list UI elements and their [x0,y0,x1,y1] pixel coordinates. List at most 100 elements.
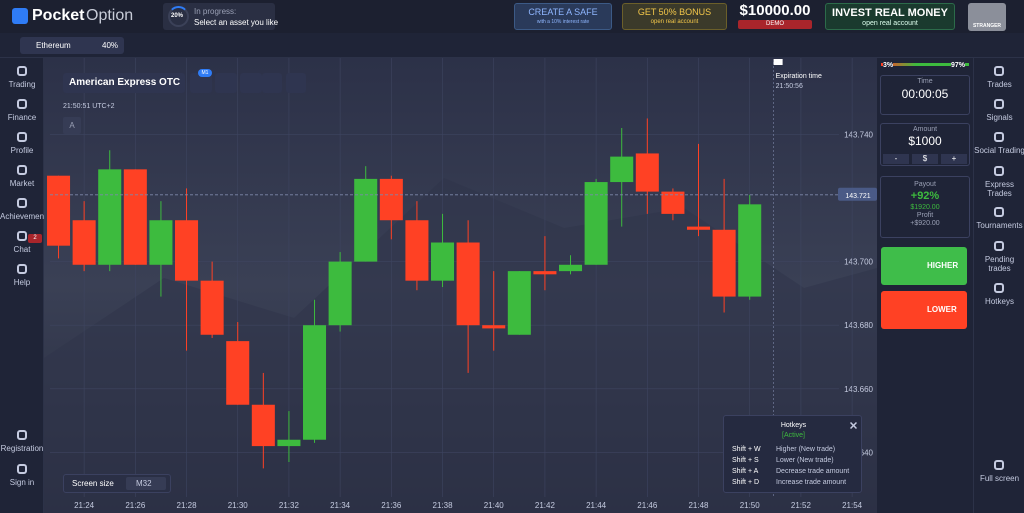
nav-item[interactable]: Help [13,278,31,287]
layout-button[interactable] [286,73,306,93]
candle-body [175,220,199,281]
asset-select[interactable]: American Express OTC [63,73,185,93]
header: Pocket Option 20% In progress: Select an… [0,0,1024,33]
invest-button[interactable]: INVEST REAL MONEY open real account [825,3,955,30]
minus-button[interactable]: - [883,154,909,164]
asset-tab[interactable]: Ethereum 40% [20,37,124,54]
candle-body [456,242,480,326]
tab-bar: Ethereum 40% [0,33,1024,58]
x-tick-label: 21:30 [228,501,249,510]
higher-button[interactable]: HIGHER [881,247,967,285]
tab-asset: Ethereum [36,41,71,50]
nav-item[interactable]: Pending trades [984,255,1015,273]
nav-icon [17,132,27,142]
nav-item[interactable]: Tournaments [976,221,1023,230]
timeframe: M1 [198,69,212,77]
nav-item[interactable]: Signals [986,113,1013,122]
y-tick-label: 143.680 [844,321,873,330]
progress-percent: 20% [171,13,184,19]
logo-icon [12,8,28,24]
expiration-time: 21:50:56 [776,83,803,90]
left-nav: Trading Finance Profile Market Achievements C… [0,58,51,513]
hotkey-key: Shift + S [732,457,759,464]
expiration-flag [773,59,783,65]
more-button[interactable] [262,73,282,93]
draw-button[interactable] [240,73,262,93]
nav-icon [994,207,1004,217]
user-name: STRANGER [972,23,1002,29]
candle-body [200,280,224,335]
screen-size-select[interactable]: M32 [126,477,166,490]
candle-body [149,220,173,265]
nav-item[interactable]: Express Trades [985,180,1014,198]
x-tick-label: 21:24 [74,501,95,510]
nav-item[interactable]: Profile [10,146,34,155]
x-tick-label: 21:42 [535,501,556,510]
nav-item[interactable]: Full screen [979,474,1020,483]
time-value: 00:00:05 [901,87,949,101]
timeframe-button[interactable]: M1 [190,69,212,93]
time-box[interactable]: Time 00:00:05 [880,75,970,115]
currency-button[interactable]: $ [912,154,938,164]
candle-body [558,264,583,272]
progress-label: In progress: [194,7,237,16]
nav-icon [994,283,1004,293]
nav-item[interactable]: Trades [987,80,1012,89]
right-nav: Trades Signals Social Trading Express Trade… [973,58,1024,513]
expiration-label: Expiration time [776,73,822,80]
logo[interactable]: Pocket [32,7,85,24]
nav-icon [17,264,27,274]
close-button[interactable] [850,422,857,429]
x-tick-label: 21:54 [842,501,863,510]
nav-icon [17,430,27,440]
hotkeys-status: [Active] [782,432,805,439]
clock: 21:50:51 UTC+2 [63,103,115,110]
higher-label: HIGHER [927,261,959,270]
logo[interactable]: Option [86,7,134,24]
candle-body [47,175,71,246]
lower-button[interactable]: LOWER [881,291,967,329]
progress-box[interactable]: 20% In progress: Select an asset you lik… [163,3,278,30]
nav-item[interactable]: Social Trading [974,146,1024,155]
nav-item[interactable]: Market [9,179,35,188]
amount-box[interactable]: Amount $1000 - $ + [880,123,970,166]
label-button[interactable]: A [63,117,81,134]
nav-item[interactable]: Registration [0,444,44,453]
payout-label: Payout [914,181,936,188]
hotkey-action: Lower (New trade) [776,457,834,464]
hotkey-action: Increase trade amount [776,479,847,486]
y-tick-label: 143.700 [844,258,873,267]
avatar[interactable] [968,3,1006,31]
hotkey-key: Shift + W [732,446,761,453]
candle-body [686,226,711,230]
nav-icon [994,132,1004,142]
current-price-label: 143.721 [845,193,870,200]
plus-button[interactable]: + [941,154,967,164]
nav-icon [17,165,27,175]
nav-item[interactable]: Finance [7,113,37,122]
promo-bonus[interactable]: GET 50% BONUS open real account [622,3,727,30]
tab-payout: 40% [102,41,119,50]
amount-value: $1000 [908,134,942,148]
nav-icon [994,166,1004,176]
candle-body [482,325,506,329]
x-tick-label: 21:44 [586,501,607,510]
candle-body [123,169,147,265]
nav-item[interactable]: Chat [13,245,31,254]
nav-item[interactable]: Achievements [0,212,51,221]
settings-button[interactable] [215,73,237,93]
hotkeys-popup: Hotkeys [Active] Shift + W Higher (New tr… [723,415,862,493]
screen-size[interactable]: Screen size M32 [63,474,171,493]
x-tick-label: 21:38 [433,501,454,510]
screen-size-value: M32 [136,479,152,488]
promo-safe[interactable]: CREATE A SAFE with a 10% interest rate [514,3,612,30]
nav-item[interactable]: Trading [8,80,36,89]
balance[interactable]: $10000.00 [739,2,811,19]
nav-icon [994,66,1004,76]
candle-body [226,341,250,405]
account-mode[interactable]: DEMO [738,20,812,29]
nav-item[interactable]: Sign in [9,478,35,487]
nav-item[interactable]: Hotkeys [985,297,1014,306]
y-tick-label: 143.660 [844,385,873,394]
